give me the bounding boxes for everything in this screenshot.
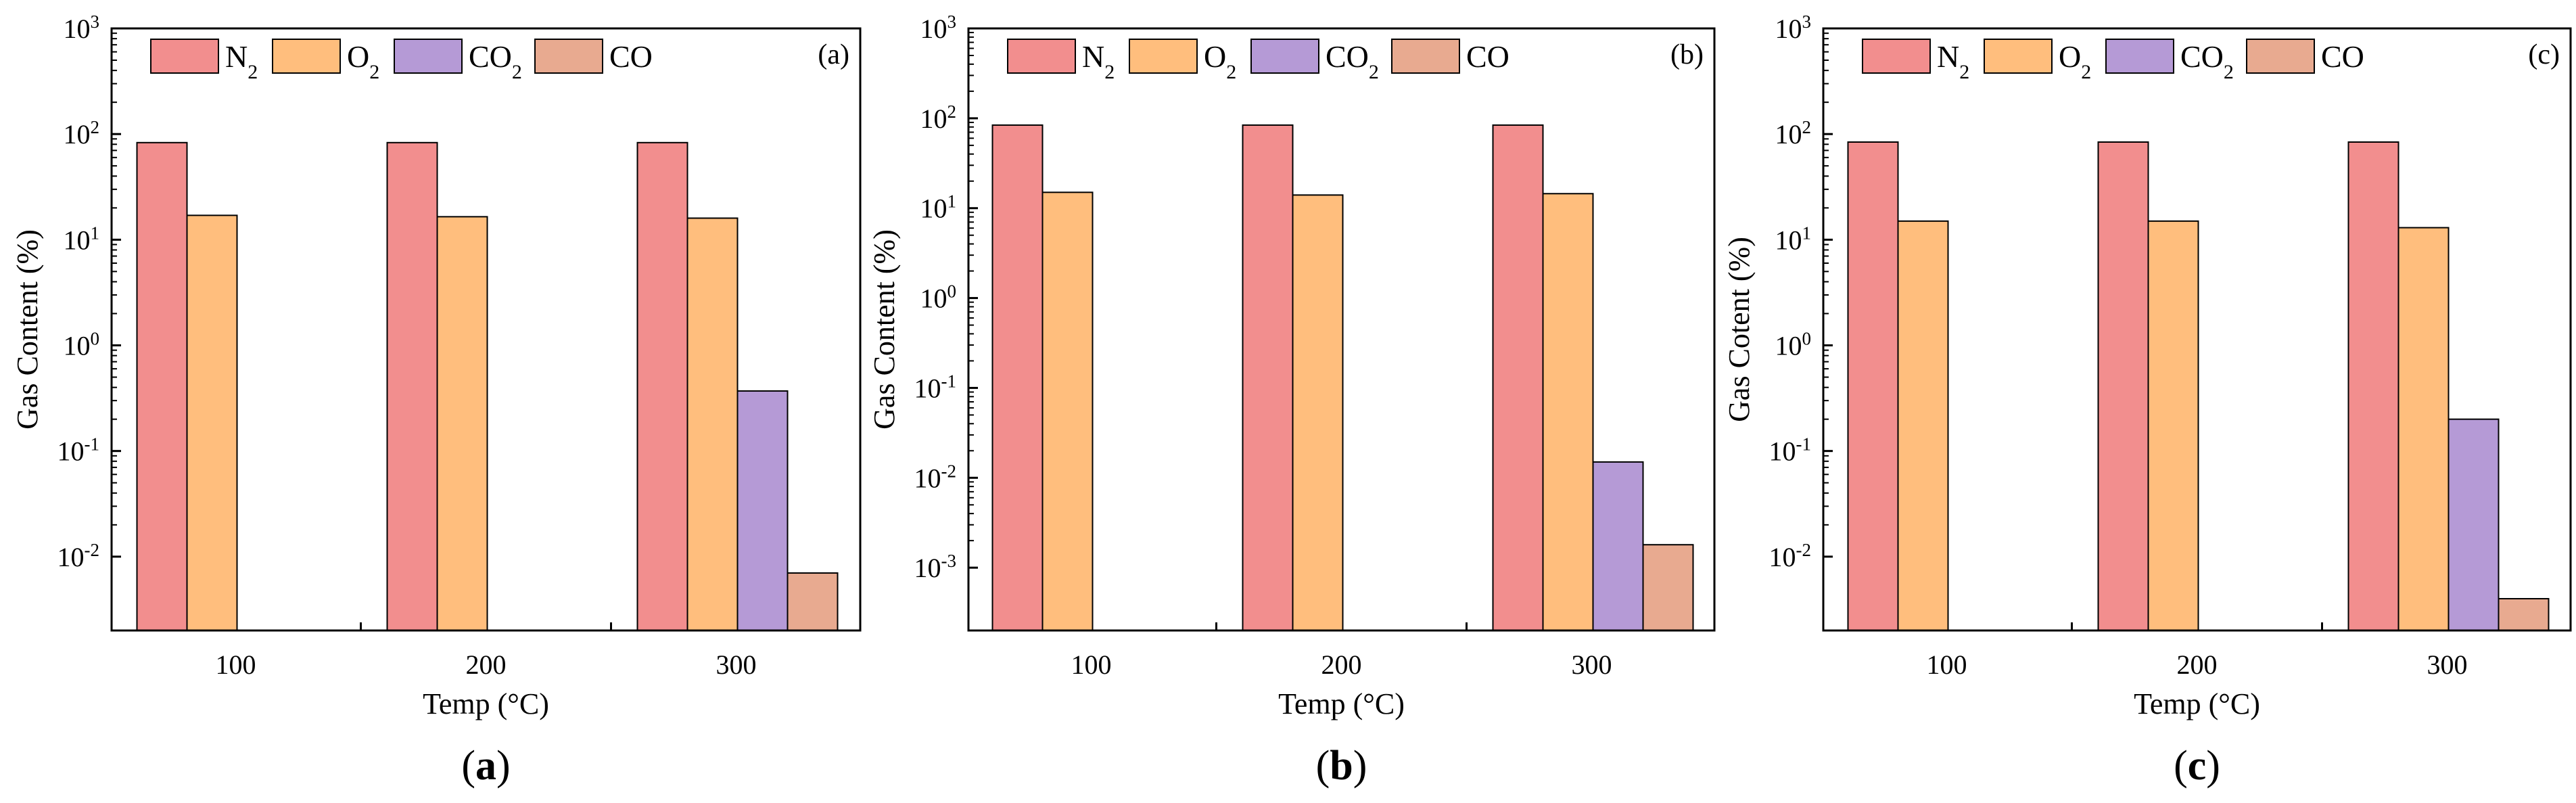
axes-frame — [967, 27, 1716, 632]
y-tick-label: 10-2 — [1769, 540, 1812, 572]
y-tick-label: 101 — [64, 223, 100, 255]
y-tick-label: 10-1 — [57, 434, 100, 467]
bar-o2-300 — [2397, 227, 2450, 631]
x-tick-label: 200 — [466, 649, 507, 680]
legend-label-n2: N2 — [1082, 39, 1115, 83]
legend-label-o2: O2 — [2059, 39, 2091, 83]
legend-swatch-co2 — [1250, 39, 1319, 74]
y-tick-label: 100 — [1775, 329, 1812, 361]
legend-label-co2: CO2 — [469, 39, 522, 83]
x-tick-label: 300 — [2427, 649, 2468, 680]
x-tick-label: 200 — [2177, 649, 2218, 680]
y-tick-label: 10-2 — [914, 461, 957, 493]
panel-caption: (b) — [1316, 743, 1367, 789]
legend-label-co: CO — [1466, 39, 1509, 74]
y-tick-label: 100 — [920, 281, 957, 314]
chart-panel-c: 100 200 300 10-2 10-1 100 101 102 103 Temp (°C) Ga… — [1723, 12, 2572, 789]
x-tick-label: 300 — [716, 649, 757, 680]
y-tick-label: 103 — [1775, 12, 1812, 44]
bar-co2-300 — [2448, 418, 2500, 631]
legend-swatch-o2 — [1984, 39, 2053, 74]
legend-label-n2: N2 — [1937, 39, 1969, 83]
panel-caption: (c) — [2174, 743, 2220, 789]
x-tick-label: 200 — [1321, 649, 1362, 680]
y-tick-label: 103 — [64, 12, 100, 44]
bar-co2-300 — [736, 390, 789, 631]
panel-caption: (a) — [461, 743, 510, 789]
chart-panel-b: 100 200 300 10-3 10-2 10-1 100 101 102 103 Temp (°… — [868, 12, 1716, 789]
y-tick-label: 101 — [1775, 223, 1812, 255]
legend-label-o2: O2 — [347, 39, 379, 83]
bar-o2-300 — [686, 217, 739, 631]
legend: N2 O2 CO2 CO — [150, 39, 653, 83]
bar-o2-100 — [1041, 191, 1094, 631]
legend-swatch-co — [534, 39, 603, 74]
y-axis-title: Gas Content (%) — [11, 229, 44, 430]
y-tick-label: 101 — [920, 191, 957, 224]
legend: N2 O2 CO2 CO — [1007, 39, 1509, 83]
bar-o2-200 — [436, 216, 488, 631]
bar-n2-200 — [2097, 141, 2149, 631]
bar-co-300 — [787, 572, 839, 632]
panel-tag: (b) — [1670, 39, 1704, 70]
bar-n2-100 — [1847, 141, 1899, 631]
bar-o2-200 — [2147, 220, 2199, 631]
legend-label-co: CO — [2321, 39, 2364, 74]
legend-label-o2: O2 — [1204, 39, 1236, 83]
bar-o2-300 — [1542, 193, 1594, 631]
axes-frame — [110, 27, 862, 632]
panel-tag: (a) — [818, 39, 849, 70]
bar-o2-100 — [1897, 220, 1949, 631]
y-tick-label: 10-3 — [914, 551, 957, 583]
legend: N2 O2 CO2 CO — [1862, 39, 2364, 83]
bar-n2-300 — [2347, 141, 2399, 631]
y-axis-title: Gas Content (%) — [868, 229, 901, 430]
x-axis-title: Temp (°C) — [423, 687, 549, 720]
x-tick-label: 100 — [1927, 649, 1967, 680]
legend-swatch-co — [2246, 39, 2315, 74]
bar-n2-300 — [1492, 124, 1544, 632]
y-tick-label: 10-1 — [914, 371, 957, 403]
bar-n2-200 — [386, 141, 438, 631]
x-tick-label: 100 — [1071, 649, 1112, 680]
y-tick-label: 100 — [64, 329, 100, 361]
y-tick-label: 102 — [64, 117, 100, 150]
bar-o2-200 — [1292, 194, 1344, 631]
y-tick-label: 102 — [1775, 117, 1812, 150]
legend-label-co2: CO2 — [2180, 39, 2234, 83]
x-tick-label: 100 — [216, 649, 256, 680]
bar-n2-200 — [1242, 124, 1294, 632]
axes-frame — [1822, 27, 2572, 632]
x-tick-label: 300 — [1572, 649, 1612, 680]
legend-swatch-n2 — [150, 39, 219, 74]
legend-label-n2: N2 — [225, 39, 258, 83]
legend-swatch-co — [1391, 39, 1460, 74]
panel-tag: (c) — [2528, 39, 2560, 70]
y-tick-label: 10-2 — [57, 540, 100, 572]
bar-o2-100 — [186, 214, 238, 631]
legend-swatch-n2 — [1007, 39, 1076, 74]
legend-swatch-o2 — [272, 39, 341, 74]
bar-n2-300 — [636, 141, 688, 631]
legend-swatch-n2 — [1862, 39, 1931, 74]
y-tick-label: 102 — [920, 101, 957, 134]
legend-swatch-co2 — [394, 39, 463, 74]
y-tick-label: 10-1 — [1769, 434, 1812, 467]
x-axis-title: Temp (°C) — [2134, 687, 2260, 720]
chart-panel-a: 100 200 300 10-2 10-1 100 101 102 103 Temp (°C) Ga… — [11, 12, 862, 789]
y-tick-label: 103 — [920, 12, 957, 44]
legend-swatch-o2 — [1129, 39, 1198, 74]
bar-co-300 — [2498, 597, 2550, 632]
bar-co2-300 — [1592, 461, 1644, 632]
x-axis-title: Temp (°C) — [1278, 687, 1405, 720]
legend-swatch-co2 — [2105, 39, 2174, 74]
y-axis-title: Gas Cotent (%) — [1723, 237, 1756, 422]
bar-n2-100 — [136, 141, 188, 631]
bar-co-300 — [1642, 544, 1694, 631]
bar-n2-100 — [991, 124, 1044, 632]
legend-label-co: CO — [609, 39, 653, 74]
legend-label-co2: CO2 — [1326, 39, 1379, 83]
